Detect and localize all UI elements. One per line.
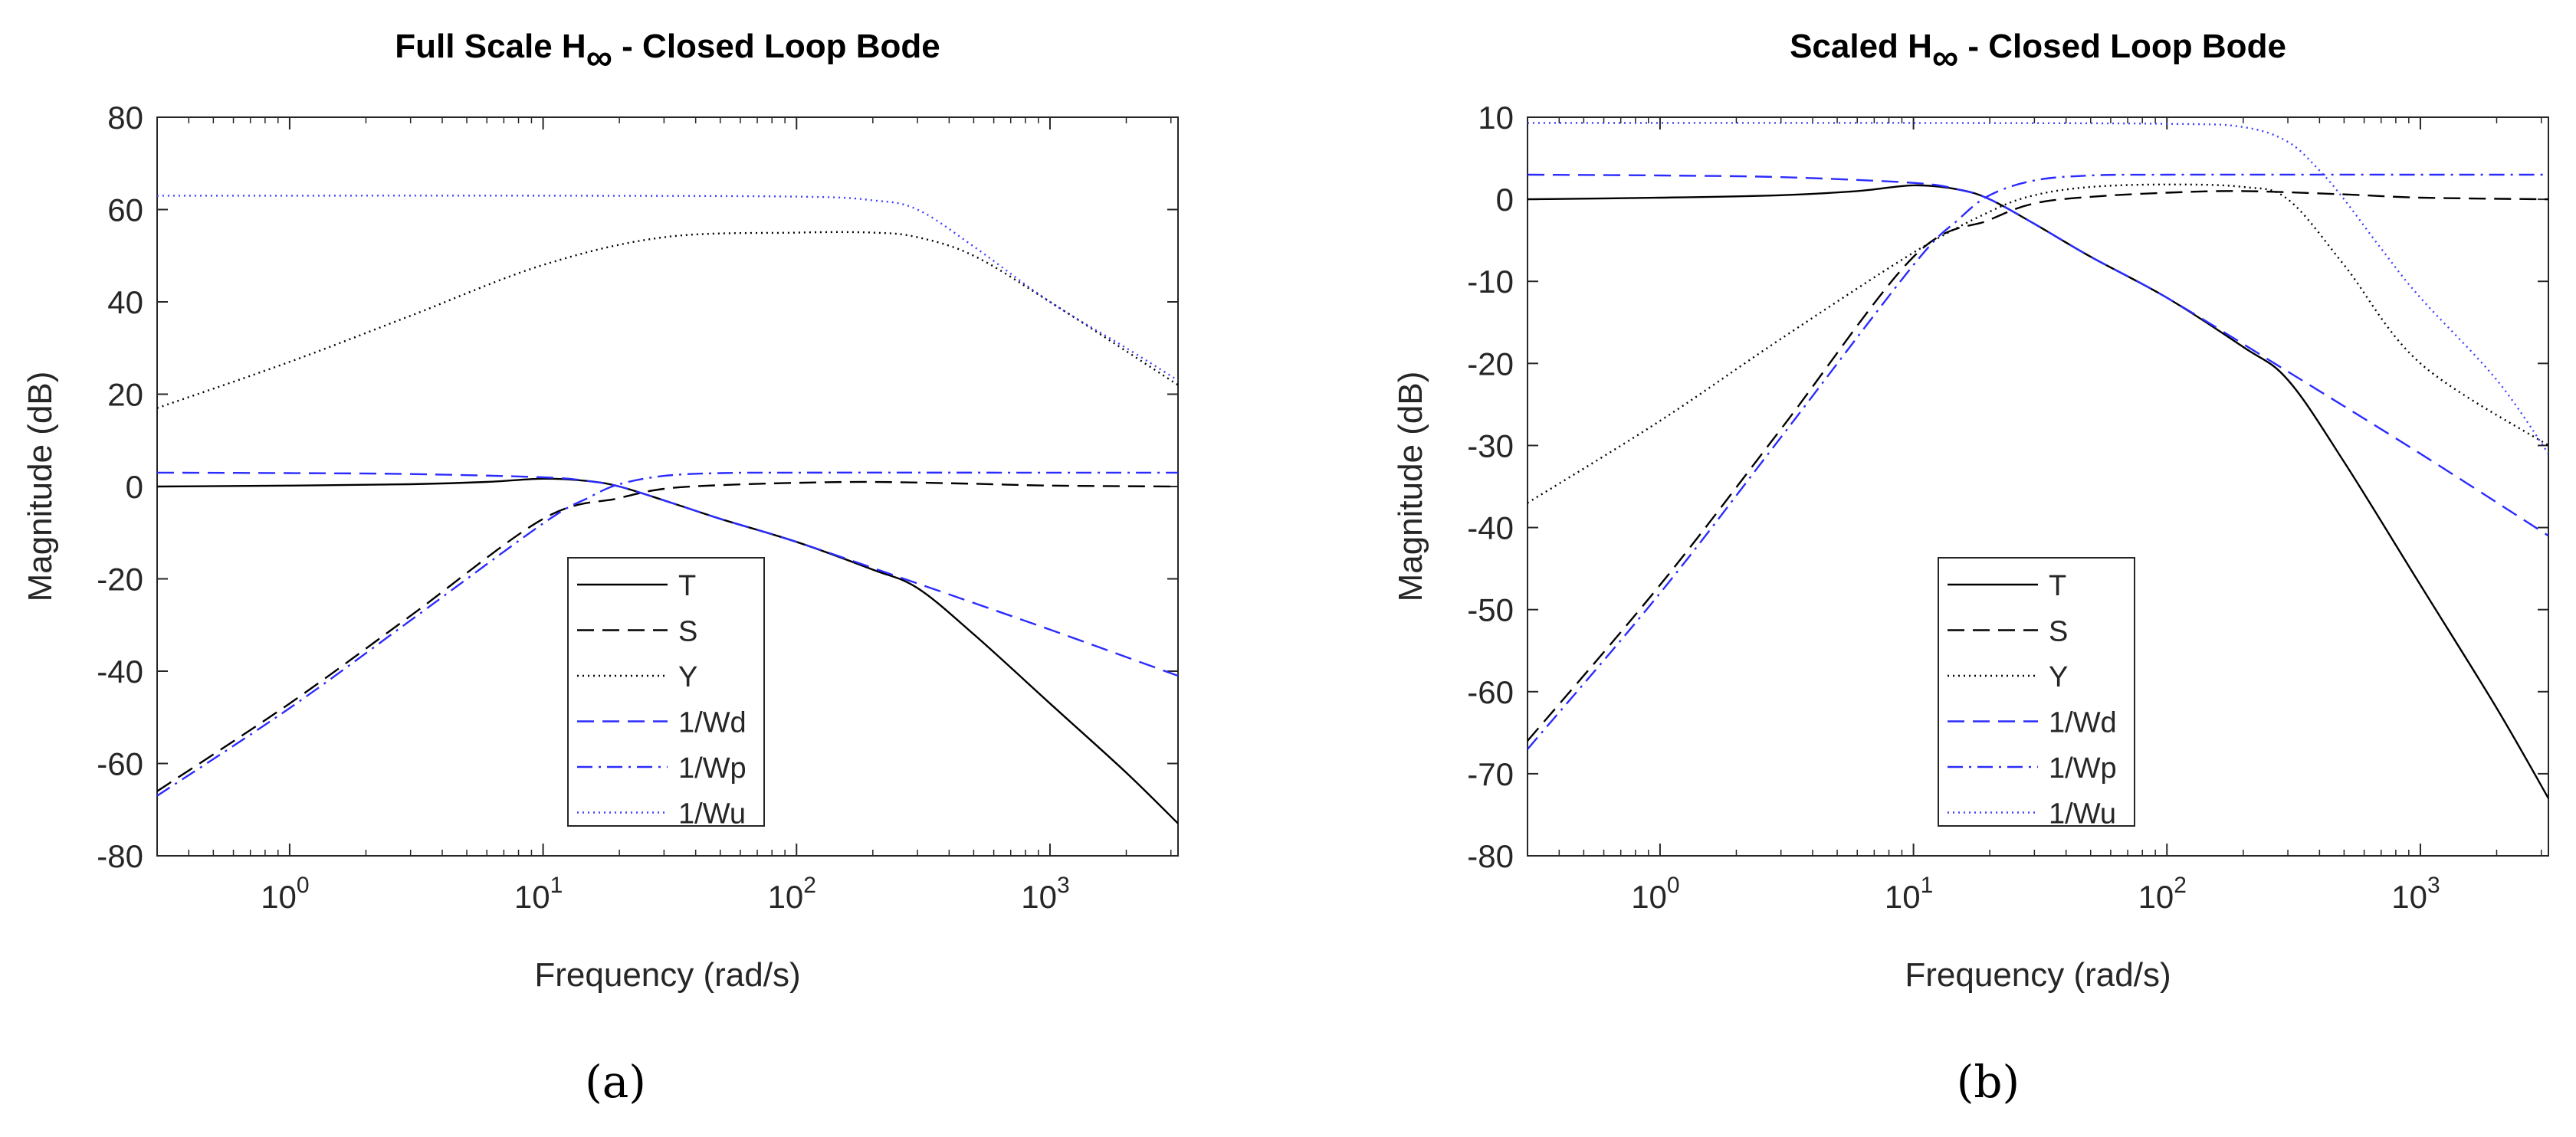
y-tick-label: -30 xyxy=(1467,428,1514,464)
y-tick-label: -80 xyxy=(1467,838,1514,874)
legend-entry-label: 1/Wu xyxy=(2049,798,2116,831)
x-tick-exponent: 0 xyxy=(297,873,310,898)
legend-entry-label: 1/Wu xyxy=(678,798,746,831)
x-tick-exponent: 3 xyxy=(1057,873,1070,898)
y-tick-label: 0 xyxy=(126,469,143,505)
panel-caption-a: (a) xyxy=(585,1056,646,1108)
y-tick-label: -20 xyxy=(97,562,143,598)
x-tick-exponent: 1 xyxy=(1921,873,1934,898)
x-tick-base: 10 xyxy=(1021,879,1057,915)
y-axis-label: Magnitude (dB) xyxy=(1392,372,1429,602)
legend-entry-label: 1/Wd xyxy=(678,707,747,739)
series-line-s xyxy=(157,480,1178,792)
y-tick-label: -20 xyxy=(1467,346,1514,382)
title-rest: - Closed Loop Bode xyxy=(1958,28,2286,65)
legend-entry-label: T xyxy=(2049,570,2066,602)
legend-box xyxy=(1938,557,2135,827)
y-tick-label: -50 xyxy=(1467,592,1514,628)
legend-entry-label: 1/Wd xyxy=(2049,707,2117,739)
y-tick-label: -40 xyxy=(1467,510,1514,546)
x-tick-exponent: 1 xyxy=(550,873,563,898)
series-line-y xyxy=(157,231,1178,409)
legend: TSY 1/Wd 1/Wp 1/Wu xyxy=(1938,557,2135,831)
series-line-1-wu xyxy=(1528,122,2548,454)
x-tick-base: 10 xyxy=(2138,879,2174,915)
legend-entry-label: Y xyxy=(678,661,697,693)
series-line-1-wd xyxy=(1528,173,2548,537)
y-tick-label: 40 xyxy=(107,284,143,320)
y-tick-label: 60 xyxy=(107,192,143,228)
series-line-1-wp xyxy=(157,471,1178,797)
title-main: Scaled H xyxy=(1790,28,1932,65)
x-tick-label: 100 xyxy=(1631,873,1679,915)
y-tick-label: -40 xyxy=(97,654,143,690)
x-tick-label: 103 xyxy=(1021,873,1069,915)
x-tick-label: 101 xyxy=(514,873,563,915)
chart-title: Scaled H∞ - Closed Loop Bode xyxy=(1790,28,2286,78)
x-tick-base: 10 xyxy=(514,879,550,915)
y-tick-label: -60 xyxy=(1467,674,1514,710)
y-tick-label: 20 xyxy=(107,377,143,413)
x-tick-label: 100 xyxy=(261,873,309,915)
series-line-t xyxy=(157,477,1178,824)
x-tick-exponent: 2 xyxy=(803,873,816,898)
series-line-t xyxy=(1528,184,2548,799)
y-tick-label: 80 xyxy=(107,100,143,136)
legend-entry-label: T xyxy=(678,570,696,602)
panel-caption-b: (b) xyxy=(1957,1056,2020,1108)
chart-title: Full Scale H∞ - Closed Loop Bode xyxy=(395,28,940,78)
x-tick-base: 10 xyxy=(2391,879,2427,915)
x-tick-label: 102 xyxy=(768,873,816,915)
series-group xyxy=(157,195,1178,824)
x-axis-label: Frequency (rad/s) xyxy=(534,956,800,994)
series-line-y xyxy=(1528,183,2548,504)
title-subscript: ∞ xyxy=(1932,38,1958,78)
title-main: Full Scale H xyxy=(395,28,586,65)
x-tick-exponent: 0 xyxy=(1667,873,1680,898)
legend-entry-label: 1/Wp xyxy=(678,752,747,785)
y-tick-label: -70 xyxy=(1467,756,1514,792)
x-tick-base: 10 xyxy=(1631,879,1667,915)
legend-box xyxy=(567,557,765,827)
x-tick-exponent: 3 xyxy=(2427,873,2440,898)
x-tick-base: 10 xyxy=(261,879,297,915)
y-tick-label: -60 xyxy=(97,746,143,782)
x-tick-exponent: 2 xyxy=(2174,873,2187,898)
x-tick-base: 10 xyxy=(768,879,804,915)
series-line-1-wu xyxy=(157,195,1178,382)
y-tick-label: 10 xyxy=(1478,100,1514,136)
title-rest: - Closed Loop Bode xyxy=(612,28,940,65)
x-tick-label: 103 xyxy=(2391,873,2440,915)
x-tick-base: 10 xyxy=(1885,879,1921,915)
legend-entry-label: 1/Wp xyxy=(2049,752,2117,785)
legend-entry-label: S xyxy=(2049,616,2068,648)
series-line-1-wp xyxy=(1528,173,2548,750)
y-tick-label: -80 xyxy=(97,838,143,874)
legend-entry-label: S xyxy=(678,616,697,648)
legend: TSY 1/Wd 1/Wp 1/Wu xyxy=(567,557,765,831)
y-axis-label: Magnitude (dB) xyxy=(21,372,59,602)
series-group xyxy=(1528,122,2548,799)
series-line-s xyxy=(1528,190,2548,742)
x-tick-label: 102 xyxy=(2138,873,2187,915)
legend-entry-label: Y xyxy=(2049,661,2068,693)
x-tick-label: 101 xyxy=(1885,873,1933,915)
y-tick-label: -10 xyxy=(1467,264,1514,300)
y-tick-label: 0 xyxy=(1496,182,1514,218)
x-axis-label: Frequency (rad/s) xyxy=(1905,956,2171,994)
series-line-1-wd xyxy=(157,471,1178,677)
title-subscript: ∞ xyxy=(586,38,612,78)
